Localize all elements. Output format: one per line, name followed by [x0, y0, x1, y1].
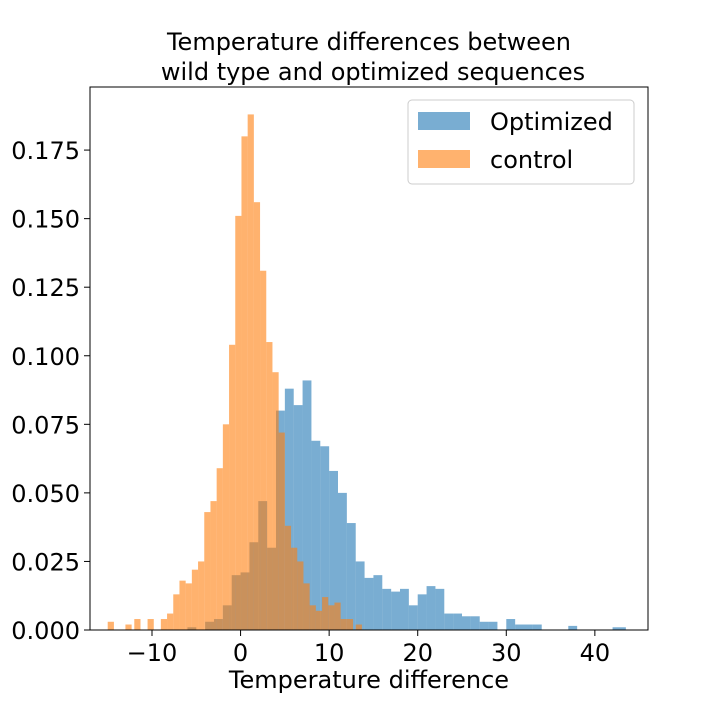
bar-control-22 — [272, 372, 279, 630]
bar-optimized-17 — [338, 492, 347, 630]
bar-optimized-24 — [400, 588, 409, 630]
bar-optimized-23 — [391, 591, 400, 630]
y-axis-ticks: 0.000 0.025 0.050 0.075 0.100 0.125 0.150 0.175 — [11, 137, 90, 645]
bar-control-1 — [125, 624, 132, 630]
bar-control-24 — [284, 525, 292, 630]
bar-control-2 — [134, 619, 141, 630]
bar-control-5 — [167, 613, 174, 630]
bar-control-30 — [322, 597, 329, 630]
y-tick-label: 0.125 — [11, 274, 80, 302]
bar-control-19 — [253, 202, 261, 630]
bar-control-15 — [229, 344, 236, 630]
bar-optimized-18 — [346, 523, 356, 630]
bar-optimized-28 — [435, 588, 445, 630]
bar-optimized-19 — [355, 561, 365, 630]
bar-optimized-36 — [506, 619, 516, 630]
chart-title-line2: wild type and optimized sequences — [161, 58, 585, 86]
x-tick-label: 0 — [233, 639, 248, 667]
bar-control-8 — [185, 583, 192, 630]
bar-optimized-33 — [479, 621, 489, 630]
bar-control-26 — [297, 561, 304, 630]
legend: Optimized control — [407, 99, 635, 185]
bar-optimized-32 — [470, 616, 480, 630]
x-tick-label: −10 — [127, 639, 178, 667]
bar-control-10 — [198, 561, 205, 630]
bar-optimized-20 — [364, 577, 374, 630]
bar-optimized-30 — [453, 613, 462, 630]
bar-control-21 — [266, 342, 273, 630]
bar-control-9 — [191, 569, 199, 630]
y-tick-label: 0.050 — [11, 480, 80, 508]
bar-optimized-22 — [382, 588, 392, 630]
legend-label-optimized: Optimized — [490, 108, 613, 136]
bars-layer — [107, 114, 626, 631]
bar-control-0 — [107, 621, 114, 630]
bar-control-18 — [247, 114, 254, 631]
bar-control-32 — [334, 602, 341, 630]
bar-control-12 — [210, 501, 217, 630]
bar-control-13 — [216, 468, 223, 630]
x-axis-label: Temperature difference — [228, 666, 509, 694]
bar-control-23 — [278, 432, 285, 630]
bar-control-29 — [315, 610, 323, 630]
bar-control-17 — [241, 136, 248, 631]
y-tick-label: 0.175 — [11, 137, 80, 165]
bar-optimized-15 — [320, 446, 330, 630]
bar-control-6 — [173, 594, 180, 630]
bar-control-14 — [222, 424, 230, 630]
bar-control-4 — [160, 619, 168, 630]
bar-optimized-37 — [515, 624, 524, 630]
bar-control-34 — [346, 619, 354, 630]
bar-optimized-14 — [311, 440, 321, 630]
y-tick-label: 0.000 — [11, 617, 80, 645]
bar-optimized-12 — [293, 405, 303, 630]
bar-control-35 — [355, 624, 362, 630]
x-tick-label: 20 — [402, 639, 433, 667]
bar-optimized-40 — [568, 625, 578, 630]
bar-control-16 — [235, 215, 242, 630]
x-tick-label: 10 — [314, 639, 345, 667]
bar-control-31 — [328, 605, 335, 630]
x-axis-ticks: −10 0 10 20 30 40 — [127, 630, 610, 667]
bar-control-3 — [147, 619, 154, 630]
bar-optimized-29 — [444, 613, 454, 630]
x-tick-label: 30 — [491, 639, 522, 667]
bar-optimized-21 — [373, 575, 383, 630]
plot-frame — [89, 86, 649, 631]
legend-swatch-optimized — [418, 112, 470, 130]
bar-optimized-11 — [284, 388, 294, 630]
bar-control-33 — [340, 619, 347, 630]
y-tick-label: 0.150 — [11, 206, 80, 234]
bar-optimized-34 — [488, 621, 498, 630]
bar-optimized-16 — [329, 470, 338, 630]
chart-title-line1: Temperature differences between — [166, 28, 571, 56]
bar-optimized-13 — [302, 380, 312, 630]
y-tick-label: 0.075 — [11, 411, 80, 439]
bar-optimized-26 — [417, 594, 427, 630]
bar-control-11 — [204, 512, 211, 630]
bar-optimized-25 — [408, 605, 418, 630]
bar-control-25 — [291, 547, 298, 630]
bar-optimized-38 — [524, 624, 533, 630]
legend-swatch-control — [418, 150, 470, 168]
bar-optimized-41 — [612, 627, 626, 630]
bar-control-20 — [260, 270, 267, 630]
y-tick-label: 0.025 — [11, 548, 80, 576]
x-tick-label: 40 — [580, 639, 611, 667]
bar-optimized-27 — [426, 586, 436, 630]
bar-optimized-31 — [462, 616, 471, 630]
bar-optimized-39 — [532, 624, 542, 630]
y-tick-label: 0.100 — [11, 343, 80, 371]
bar-control-27 — [303, 583, 310, 630]
bar-control-28 — [309, 605, 316, 630]
bar-control-7 — [179, 580, 186, 630]
legend-label-control: control — [490, 146, 573, 174]
